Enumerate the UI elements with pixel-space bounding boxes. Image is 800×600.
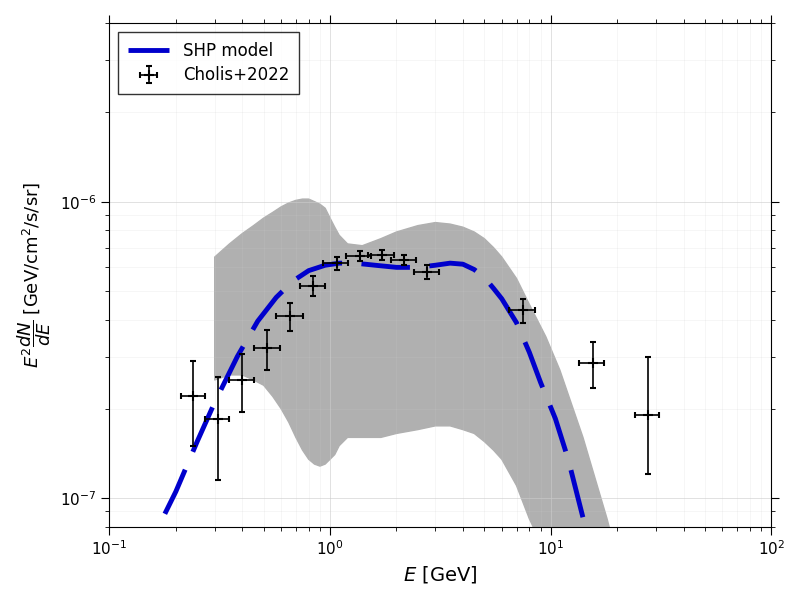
SHP model xyxy=(210,399,219,406)
SHP model xyxy=(130,571,139,578)
SHP model xyxy=(304,267,314,274)
Legend: SHP model, Cholis+2022: SHP model, Cholis+2022 xyxy=(118,32,299,94)
SHP model xyxy=(512,319,522,326)
SHP model xyxy=(193,438,202,445)
SHP model xyxy=(171,488,181,495)
SHP model xyxy=(271,294,281,301)
SHP model xyxy=(563,455,573,463)
SHP model xyxy=(350,260,360,267)
SHP model xyxy=(470,266,479,273)
SHP model xyxy=(150,531,159,538)
SHP model xyxy=(320,262,330,269)
X-axis label: $E$ [GeV]: $E$ [GeV] xyxy=(403,564,478,585)
SHP model xyxy=(233,353,242,360)
SHP model xyxy=(413,264,422,271)
Line: SHP model: SHP model xyxy=(134,263,722,600)
SHP model xyxy=(525,349,534,356)
SHP model xyxy=(536,379,546,386)
SHP model xyxy=(497,295,506,302)
SHP model xyxy=(585,540,594,547)
Y-axis label: $E^2\dfrac{dN}{dE}$ [GeV/cm$^2$/s/sr]: $E^2\dfrac{dN}{dE}$ [GeV/cm$^2$/s/sr] xyxy=(15,182,53,368)
SHP model xyxy=(392,264,402,271)
SHP model xyxy=(479,274,489,281)
SHP model xyxy=(334,260,344,267)
SHP model xyxy=(288,277,298,284)
SHP model xyxy=(430,262,440,269)
SHP model xyxy=(370,262,380,269)
SHP model xyxy=(253,317,262,325)
SHP model xyxy=(446,260,455,267)
SHP model xyxy=(550,415,560,422)
SHP model xyxy=(458,260,468,268)
SHP model xyxy=(489,284,498,292)
